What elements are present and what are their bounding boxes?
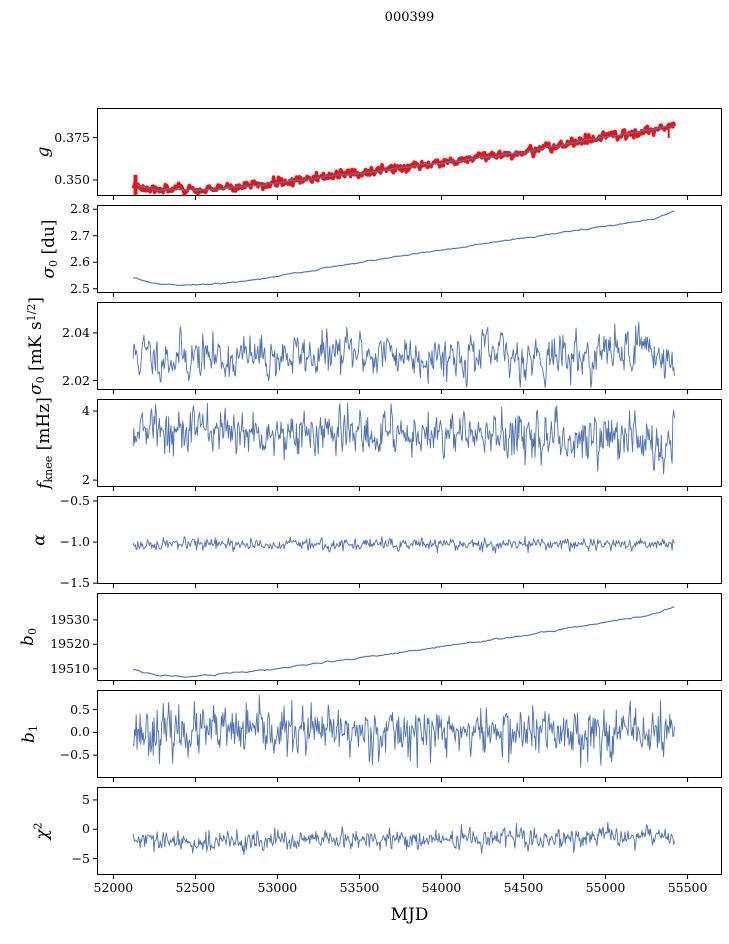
- panel-f_knee: fknee [mHz] 2 4: [0, 397, 729, 491]
- series-g-smoothed: [132, 125, 675, 192]
- panel-g: g 0.350 0.375: [0, 108, 729, 200]
- x-tick-label: 53500: [339, 880, 380, 895]
- y-axis-label-part: g: [33, 146, 54, 158]
- panel-chi2: χ2 −5 0 5: [0, 787, 729, 879]
- panel-sigma0_du: σ0 [du] 2.5 2.6 2.7 2.8: [0, 200, 729, 297]
- y-tick-label: 19520: [50, 636, 90, 652]
- y-tick-label: −0.5: [59, 746, 90, 762]
- series-g-raw: [131, 121, 677, 196]
- series-f-knee: [132, 403, 675, 475]
- x-tick-label: 54000: [421, 880, 462, 895]
- panel-alpha: α −1.5 −1.0 −0.5: [0, 492, 729, 588]
- y-tick-label: 2.6: [70, 254, 90, 270]
- panel-b0: b0 19510 19520 19530: [0, 593, 729, 685]
- panel-b0-plot: [93, 593, 722, 685]
- x-tick-label: 53000: [257, 880, 298, 895]
- series-sigma0-mK: [132, 321, 675, 389]
- x-axis-label: MJD: [390, 905, 429, 925]
- y-axis-label-part: σ: [39, 266, 59, 279]
- series-sigma0-du: [133, 210, 675, 287]
- y-tick-label: 0.5: [70, 701, 90, 717]
- panel-sigma0_mK-plot: [93, 302, 722, 394]
- y-tick-label: 2.02: [62, 372, 90, 388]
- y-tick-label: 5: [82, 791, 90, 807]
- series-b0: [132, 606, 675, 678]
- y-tick-label: −1.0: [59, 533, 90, 549]
- x-tick-label: 52000: [93, 880, 134, 895]
- y-tick-label: −0.5: [59, 492, 90, 508]
- panel-chi2-plot: [93, 787, 722, 879]
- y-axis-label-part: 0: [26, 628, 39, 636]
- y-tick-label: 2.04: [62, 324, 90, 340]
- y-axis-label-part: 1/2: [25, 303, 38, 322]
- y-tick-label: 0.375: [54, 129, 90, 145]
- y-tick-label: 2.7: [70, 227, 90, 243]
- y-tick-label: 2.8: [70, 200, 90, 216]
- y-tick-label: −1.5: [59, 574, 90, 590]
- panel-b1: b1 −0.5 0.0 0.5: [0, 690, 729, 782]
- y-tick-label: 19510: [50, 660, 90, 676]
- panel-f_knee-plot: [93, 399, 722, 491]
- y-tick-label: 2.5: [70, 280, 90, 296]
- series-alpha: [132, 536, 675, 554]
- panel-sigma0_mK: σ0 [mK s1/2] 2.02 2.04: [0, 297, 729, 395]
- plot-title: 000399: [384, 10, 435, 25]
- x-tick-label: 55000: [585, 880, 626, 895]
- y-tick-label: 0.0: [70, 724, 90, 740]
- x-tick-label: 54500: [503, 880, 544, 895]
- x-tick-labels: 52000 52500 53000 53500 54000 54500 55000 55500: [0, 880, 729, 898]
- panel-b1-plot: [93, 690, 722, 782]
- panel-g-plot: [93, 108, 722, 200]
- y-tick-label: 0: [82, 820, 90, 836]
- y-tick-label: 19530: [50, 611, 90, 627]
- y-axis-label-part: ]: [26, 297, 46, 304]
- y-tick-label: 4: [82, 402, 90, 418]
- series-chi2: [132, 821, 675, 856]
- y-tick-label: 2: [82, 471, 90, 487]
- x-tick-label: 52500: [175, 880, 216, 895]
- panel-sigma0_du-plot: [93, 205, 722, 297]
- series-b1: [132, 694, 675, 769]
- y-tick-label: 0.350: [54, 171, 90, 187]
- y-axis-label-sigma0_du: σ0 [du]: [39, 219, 60, 279]
- y-tick-label: −5: [71, 850, 90, 866]
- panel-alpha-plot: [93, 496, 722, 588]
- y-axis-label-g: g: [33, 146, 54, 158]
- x-tick-label: 55500: [667, 880, 708, 895]
